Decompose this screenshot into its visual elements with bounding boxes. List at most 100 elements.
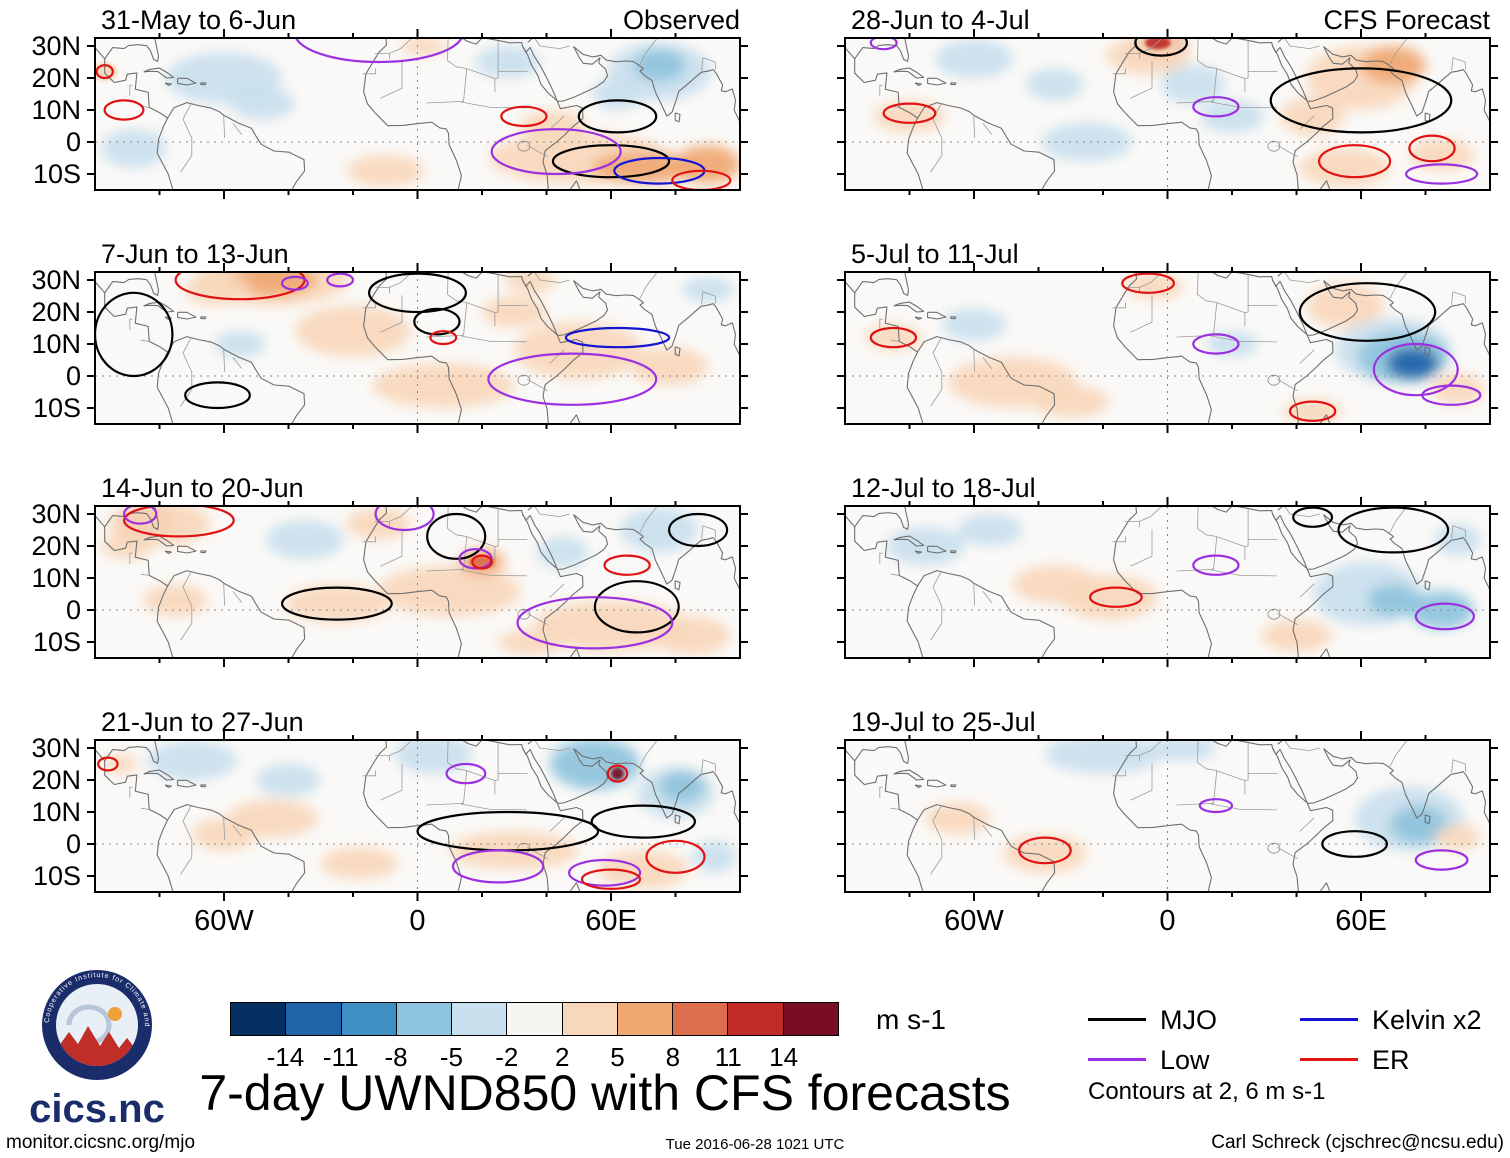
panel-header: 7-Jun to 13-Jun: [101, 239, 740, 269]
panel-date-range: 5-Jul to 11-Jul: [851, 239, 1019, 269]
colorbar: [230, 1002, 839, 1036]
logo-spiral: [66, 1004, 112, 1046]
map-plot: [837, 497, 1498, 667]
panel-date-range: 19-Jul to 25-Jul: [851, 707, 1036, 737]
y-axis-label: 10N: [31, 329, 81, 359]
panel-date-range: 21-Jun to 27-Jun: [101, 707, 304, 737]
cfs-forecast-label: CFS Forecast: [1323, 5, 1490, 35]
colorbar-tick: 5: [610, 1042, 625, 1072]
colorbar-tick: -11: [322, 1042, 359, 1072]
y-axis-label: 30N: [31, 265, 81, 295]
colorbar-cell: [673, 1003, 729, 1035]
footer-timestamp: Tue 2016-06-28 1021 UTC: [665, 1136, 845, 1153]
logo-wordmark: cics.nc: [29, 1087, 165, 1130]
x-axis-label: 60W: [944, 905, 1004, 937]
panel-header: 28-Jun to 4-Jul CFS Forecast: [851, 5, 1490, 35]
y-axis-label: 30N: [31, 499, 81, 529]
x-axis-label: 60W: [194, 905, 254, 937]
colorbar-tick: 11: [714, 1042, 742, 1072]
map-plot: [87, 731, 748, 901]
y-axis-label: 10S: [32, 861, 81, 891]
colorbar-cell: [728, 1003, 784, 1035]
colorbar-tick: 2: [554, 1042, 570, 1072]
colorbar-cell: [231, 1003, 287, 1035]
panel-header: 19-Jul to 25-Jul: [851, 707, 1490, 737]
map-plot: [837, 263, 1498, 433]
y-axis-label: 10N: [31, 563, 81, 593]
map-panel: [837, 497, 1498, 667]
colorbar-cell: [507, 1003, 563, 1035]
legend-line-mjo: [1088, 1018, 1146, 1021]
y-axis-label: 10N: [31, 95, 81, 125]
y-axis-label: 10S: [32, 627, 81, 657]
map-plot: [837, 29, 1498, 199]
x-axis-label: 0: [1159, 905, 1176, 937]
cics-nc-logo: Cooperative Institute for Climate and Sa…: [5, 970, 165, 1130]
map-panel: [87, 263, 748, 433]
y-axis-label: 10S: [32, 393, 81, 423]
panel-date-range: 7-Jun to 13-Jun: [101, 239, 289, 269]
y-axis-label: 0: [65, 127, 81, 157]
colorbar-tick: -8: [384, 1042, 408, 1072]
x-axis-label: 60E: [585, 905, 637, 937]
y-axis-label: 20N: [31, 531, 81, 561]
colorbar-cell: [783, 1003, 838, 1035]
colorbar-cell: [396, 1003, 453, 1035]
panel-header: 14-Jun to 20-Jun: [101, 473, 740, 503]
y-axis-label: 20N: [31, 297, 81, 327]
map-plot: [837, 731, 1498, 901]
map-panel: [87, 29, 748, 199]
y-axis-label: 10N: [31, 797, 81, 827]
colorbar-cell: [617, 1003, 674, 1035]
panel-header: 5-Jul to 11-Jul: [851, 239, 1490, 269]
footer-url: monitor.cicsnc.org/mjo: [6, 1132, 196, 1153]
colorbar-tick: 14: [769, 1042, 799, 1072]
legend-label: MJO: [1160, 1005, 1217, 1035]
colorbar-cell: [341, 1003, 397, 1035]
map-panel: [87, 497, 748, 667]
y-axis-label: 20N: [31, 765, 81, 795]
legend-line-low: [1088, 1058, 1146, 1061]
map-panel: [837, 731, 1498, 901]
panel-header: 12-Jul to 18-Jul: [851, 473, 1490, 503]
y-axis-label: 0: [65, 595, 81, 625]
map-plot: [87, 29, 748, 199]
colorbar-cell: [562, 1003, 618, 1035]
legend-label: Kelvin x2: [1372, 1005, 1482, 1035]
y-axis-label: 30N: [31, 31, 81, 61]
colorbar-tick: 8: [665, 1042, 681, 1072]
colorbar-tick: -2: [495, 1042, 519, 1072]
y-axis-label: 10S: [32, 159, 81, 189]
y-axis-label: 0: [65, 361, 81, 391]
y-axis-label: 20N: [31, 63, 81, 93]
x-axis-label: 0: [409, 905, 426, 937]
map-plot: [87, 497, 748, 667]
y-axis-label: 0: [65, 829, 81, 859]
map-panel: [837, 29, 1498, 199]
panel-date-range: 31-May to 6-Jun: [101, 5, 297, 35]
colorbar-tick: -14: [266, 1042, 305, 1072]
logo-sun: [108, 1007, 122, 1021]
panel-date-range: 12-Jul to 18-Jul: [851, 473, 1036, 503]
colorbar-units-label: m s-1: [876, 1004, 946, 1035]
x-axis-label: 60E: [1335, 905, 1387, 937]
map-panel: [87, 731, 748, 901]
y-axis-label: 30N: [31, 733, 81, 763]
legend-line-kelvin-x2: [1300, 1018, 1358, 1021]
panel-header: 21-Jun to 27-Jun: [101, 707, 740, 737]
figure-title: 7-day UWND850 with CFS forecasts: [199, 1065, 1011, 1121]
observed-label: Observed: [622, 5, 740, 35]
map-panel: [837, 263, 1498, 433]
map-plot: [87, 263, 748, 433]
colorbar-cell: [286, 1003, 342, 1035]
panel-header: 31-May to 6-Jun Observed: [101, 5, 740, 35]
contour-levels-note: Contours at 2, 6 m s-1: [1088, 1078, 1326, 1105]
panel-date-range: 14-Jun to 20-Jun: [101, 473, 304, 503]
legend-line-er: [1300, 1058, 1358, 1061]
panel-date-range: 28-Jun to 4-Jul: [851, 5, 1030, 35]
logo-mountains: [56, 1026, 138, 1066]
colorbar-cell: [452, 1003, 508, 1035]
legend-label: Low: [1160, 1045, 1210, 1075]
legend-label: ER: [1372, 1045, 1410, 1075]
